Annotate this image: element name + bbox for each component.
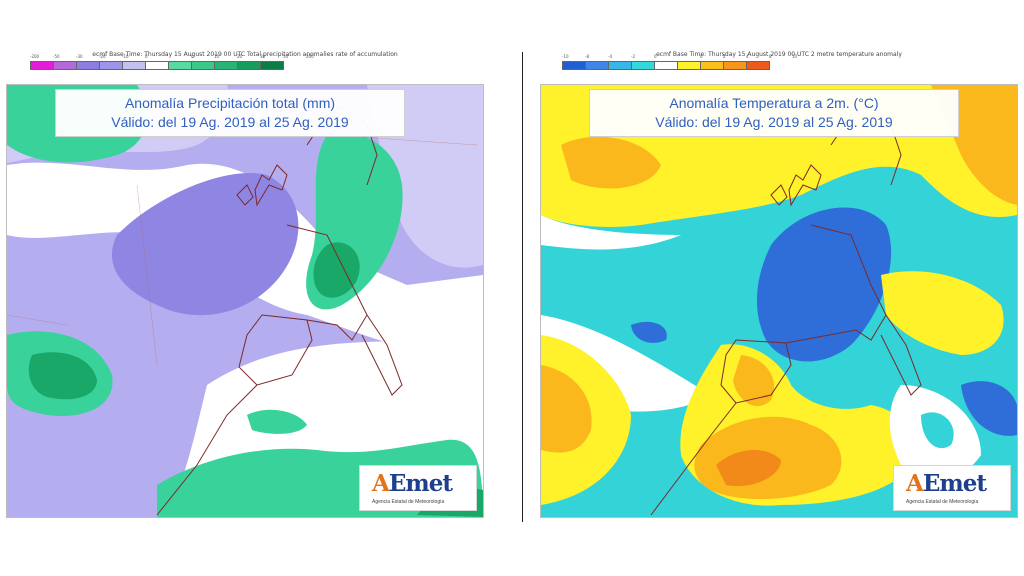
precip-colorbar-swatch (145, 61, 168, 70)
temp-coast-italy (880, 314, 922, 396)
precip-colorbar-label: 10 (214, 54, 220, 59)
precip-colorbar-label: -10 (122, 54, 129, 59)
precip-colorbar-label (168, 54, 191, 59)
precip-title: Anomalía Precipitación total (mm) (124, 95, 336, 111)
precip-coast-ireland (236, 184, 254, 206)
temperature-map: Anomalía Temperatura a 2m. (°C) Válido: … (540, 84, 1018, 518)
aemet-logo-subtitle: Agencia Estatal de Meteorología (372, 499, 445, 505)
aemet-logo-mark: AEmet (372, 470, 453, 497)
precip-darkgreen-west (28, 352, 97, 400)
temp-colorbar-swatch (608, 61, 631, 70)
precip-title-box: Anomalía Precipitación total (mm) Válido… (55, 89, 405, 137)
precip-green-patch (247, 409, 307, 434)
precip-header: ecmf Base Time: Thursday 15 August 2019 … (6, 48, 484, 82)
temp-colorbar-swatch (723, 61, 746, 70)
temp-colorbar-label: 10 (792, 54, 798, 59)
precip-map-svg (7, 85, 483, 517)
precip-darkgreen-alps (313, 242, 360, 298)
precip-colorbar-swatch (214, 61, 237, 70)
temp-darkorange-africa (716, 449, 781, 487)
precip-colorbar-label: -20 (99, 54, 106, 59)
aemet-logo-mark: AEmet (906, 470, 987, 497)
precip-colorbar-label: 30 (260, 54, 266, 59)
precip-purple-core (111, 173, 299, 316)
temp-colorbar-label: -4 (608, 54, 612, 59)
temp-colorbar-swatch (631, 61, 654, 70)
temp-colorbar-label: 4 (746, 54, 749, 59)
precip-colorbar-swatch (30, 61, 53, 70)
precipitation-map: Anomalía Precipitación total (mm) Válido… (6, 84, 484, 518)
precip-colorbar-swatch (168, 61, 191, 70)
aemet-logo-right: AEmet Agencia Estatal de Meteorología (893, 465, 1011, 511)
precip-colorbar-labels: -200 -50 -30 -20 -10 0 0 10 20 30 50 200 (30, 54, 329, 59)
precip-colorbar-swatch (53, 61, 76, 70)
temp-orange-southwest (541, 365, 592, 453)
precip-coast-italy (361, 314, 403, 396)
temp-header: ecmf Base Time: Thursday 15 August 2019 … (540, 48, 1018, 82)
temp-blue-patch-west (631, 321, 667, 343)
temp-title-box: Anomalía Temperatura a 2m. (°C) Válido: … (589, 89, 959, 137)
precip-colorbar (30, 61, 284, 70)
temp-colorbar-labels: -10 -8 -4 -2 0 0 2 4 8 10 (562, 54, 815, 59)
aemet-logo-subtitle: Agencia Estatal de Meteorología (906, 499, 979, 505)
precip-coast-iberia (238, 314, 313, 386)
temp-header-text: ecmf Base Time: Thursday 15 August 2019 … (656, 51, 902, 58)
precip-colorbar-swatch (76, 61, 99, 70)
precip-header-text: ecmf Base Time: Thursday 15 August 2019 … (92, 51, 398, 58)
precip-valid-dates: Válido: del 19 Ag. 2019 al 25 Ag. 2019 (111, 114, 349, 130)
precip-colorbar-label: 200 (306, 54, 314, 59)
precip-coast-uk (254, 164, 288, 207)
temp-colorbar-label: -10 (562, 54, 569, 59)
temp-map-svg (541, 85, 1017, 517)
precip-colorbar-label: -50 (53, 54, 60, 59)
temp-colorbar-label (677, 54, 700, 59)
temp-colorbar-swatch (746, 61, 770, 70)
temp-cyan-east (921, 412, 954, 449)
precipitation-panel: ecmf Base Time: Thursday 15 August 2019 … (6, 48, 484, 518)
temp-white-band-north (541, 215, 681, 250)
temp-coast-ireland (770, 184, 788, 206)
aemet-logo-left: AEmet Agencia Estatal de Meteorología (359, 465, 477, 511)
precip-colorbar-swatch (191, 61, 214, 70)
temp-colorbar (562, 61, 770, 70)
temp-orange-north-atlantic (561, 136, 661, 189)
temp-blue-patch-east (961, 381, 1017, 436)
temp-title: Anomalía Temperatura a 2m. (°C) (669, 95, 879, 111)
precip-colorbar-label: 0 (191, 54, 194, 59)
temp-colorbar-label: -2 (631, 54, 635, 59)
temp-colorbar-swatch (562, 61, 585, 70)
temp-coast-africa (650, 402, 737, 516)
temp-colorbar-label: -8 (585, 54, 589, 59)
temp-coast-iberia (720, 339, 792, 404)
temp-colorbar-swatch (677, 61, 700, 70)
precip-coast-africa (156, 384, 258, 516)
temperature-panel: ecmf Base Time: Thursday 15 August 2019 … (540, 48, 1018, 518)
temp-colorbar-label: 2 (723, 54, 726, 59)
temp-colorbar-label: 0 (654, 54, 657, 59)
temp-coast-uk (788, 164, 822, 207)
temp-colorbar-swatch (654, 61, 677, 70)
panel-divider (522, 52, 523, 522)
precip-colorbar-label: 20 (237, 54, 243, 59)
temp-colorbar-swatch (585, 61, 608, 70)
temp-colorbar-label: 0 (700, 54, 703, 59)
precip-colorbar-swatch (99, 61, 122, 70)
precip-colorbar-swatch (237, 61, 260, 70)
temp-valid-dates: Válido: del 19 Ag. 2019 al 25 Ag. 2019 (655, 114, 893, 130)
precip-colorbar-label: -30 (76, 54, 83, 59)
precip-colorbar-swatch (260, 61, 284, 70)
precip-colorbar-label: 50 (283, 54, 289, 59)
temp-orange-iberia (733, 355, 775, 407)
temp-yellow-southeast (881, 271, 1004, 355)
temp-colorbar-label: 8 (769, 54, 772, 59)
precip-colorbar-swatch (122, 61, 145, 70)
temp-blue-core (756, 207, 892, 362)
temp-colorbar-swatch (700, 61, 723, 70)
precip-colorbar-label: 0 (145, 54, 148, 59)
precip-colorbar-label: -200 (30, 54, 40, 59)
